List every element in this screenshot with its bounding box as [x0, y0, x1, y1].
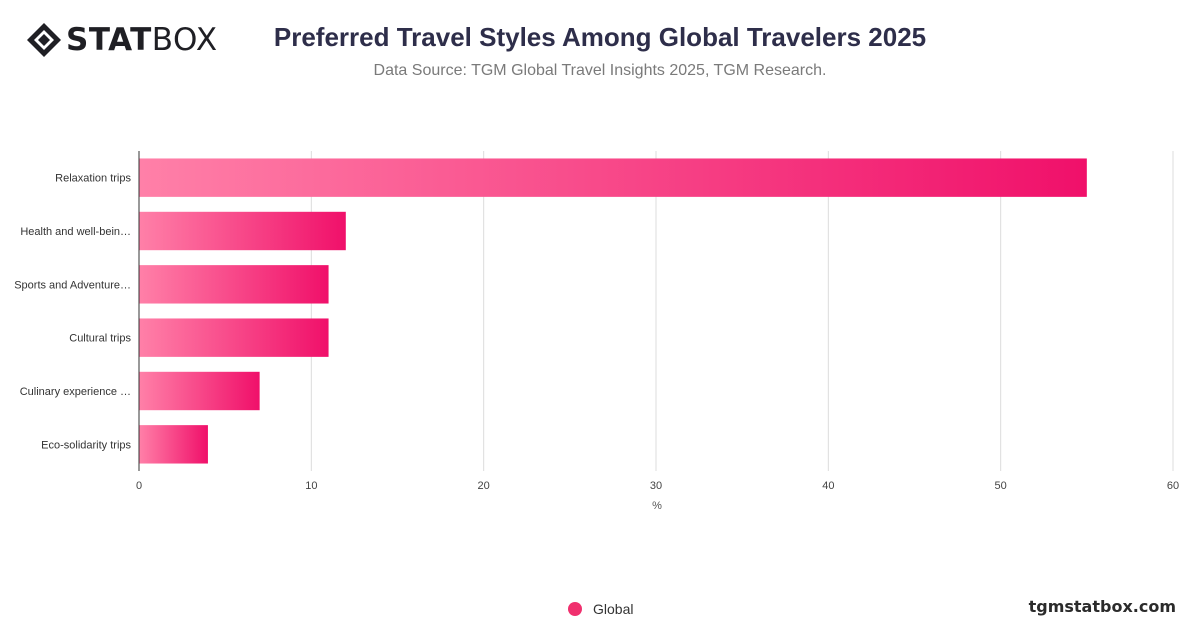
logo-text-strong: STAT	[66, 22, 152, 58]
x-tick-label: 30	[650, 480, 662, 492]
logo: STATBOX	[26, 22, 218, 58]
category-label: Cultural trips	[69, 333, 131, 345]
category-label: Eco-solidarity trips	[41, 439, 131, 451]
legend-dot-icon	[568, 602, 582, 616]
logo-text: STATBOX	[66, 22, 218, 58]
category-labels: Relaxation trips Health and well-bein… Spo…	[14, 173, 131, 452]
chart-title: Preferred Travel Styles Among Global Tra…	[273, 22, 927, 52]
x-tick-label: 0	[136, 480, 142, 492]
legend[interactable]: Global	[568, 601, 633, 617]
category-label: Relaxation trips	[55, 173, 131, 185]
diamond-logo-icon	[27, 23, 61, 57]
category-label: Culinary experience …	[20, 386, 131, 398]
chart-subtitle: Data Source: TGM Global Travel Insights …	[373, 62, 827, 79]
legend-label: Global	[593, 601, 634, 617]
bar[interactable]	[139, 158, 1087, 197]
bar[interactable]	[139, 425, 208, 464]
footer-site: tgmstatbox.com	[1028, 597, 1176, 616]
category-label: Sports and Adventure…	[14, 279, 131, 291]
x-tick-label: 10	[305, 480, 317, 492]
bar[interactable]	[139, 371, 260, 411]
logo-text-light: BOX	[151, 22, 218, 58]
bar[interactable]	[139, 265, 329, 304]
bars	[139, 158, 1087, 464]
x-tick-labels: 0 10 20 30 40 50 60	[136, 480, 1179, 492]
bar[interactable]	[139, 318, 329, 357]
bar[interactable]	[139, 211, 346, 251]
category-label: Health and well-bein…	[20, 226, 131, 238]
x-tick-label: 50	[995, 480, 1007, 492]
x-tick-label: 40	[822, 480, 834, 492]
x-axis-title: %	[652, 500, 662, 512]
grid-lines	[310, 151, 1174, 471]
x-tick-label: 60	[1167, 480, 1179, 492]
x-tick-label: 20	[478, 480, 490, 492]
